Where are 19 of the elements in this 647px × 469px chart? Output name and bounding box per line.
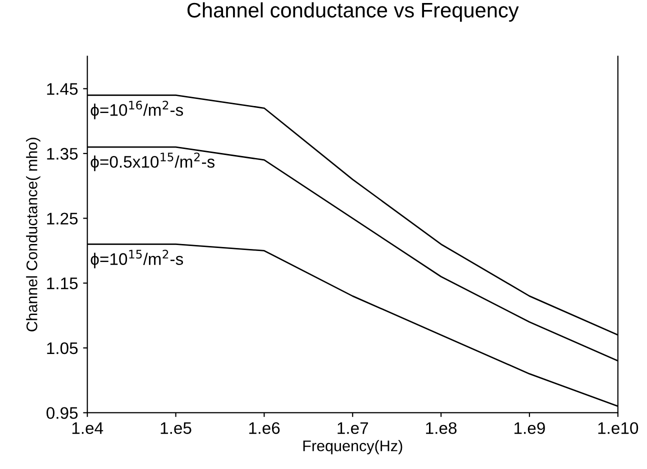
x-axis-title: Frequency(Hz) xyxy=(303,440,402,454)
y-axis-title: Channel Conductance( mho) xyxy=(26,138,40,332)
y-tick-label: 1.25 xyxy=(47,212,78,224)
y-tick-label: 1.35 xyxy=(47,148,78,160)
x-tick-label: 1.e7 xyxy=(338,422,368,434)
x-tick-label: 1.e6 xyxy=(249,422,280,434)
annotation: ϕ=0.5x10$^{15}$/m$^{2}$-s xyxy=(90,152,215,172)
x-tick-label: 1.e10 xyxy=(598,422,638,434)
x-tick-label: 1.e9 xyxy=(514,422,545,434)
x-tick-label: 1.e8 xyxy=(426,422,457,434)
y-tick-label: 0.95 xyxy=(46,407,78,419)
x-tick-label: 1.e5 xyxy=(160,422,192,434)
annotation: ϕ=10$^{15}$/m$^{2}$-s xyxy=(90,250,184,268)
x-tick-label: 1.e4 xyxy=(72,422,104,434)
y-tick-label: 1.15 xyxy=(47,278,78,290)
chart-title: Channel conductance vs Frequency xyxy=(187,2,519,22)
y-tick-label: 1.45 xyxy=(47,83,78,95)
annotation: ϕ=10$^{16}$/m$^{2}$-s xyxy=(90,100,184,120)
y-tick-label: 1.05 xyxy=(47,342,78,354)
